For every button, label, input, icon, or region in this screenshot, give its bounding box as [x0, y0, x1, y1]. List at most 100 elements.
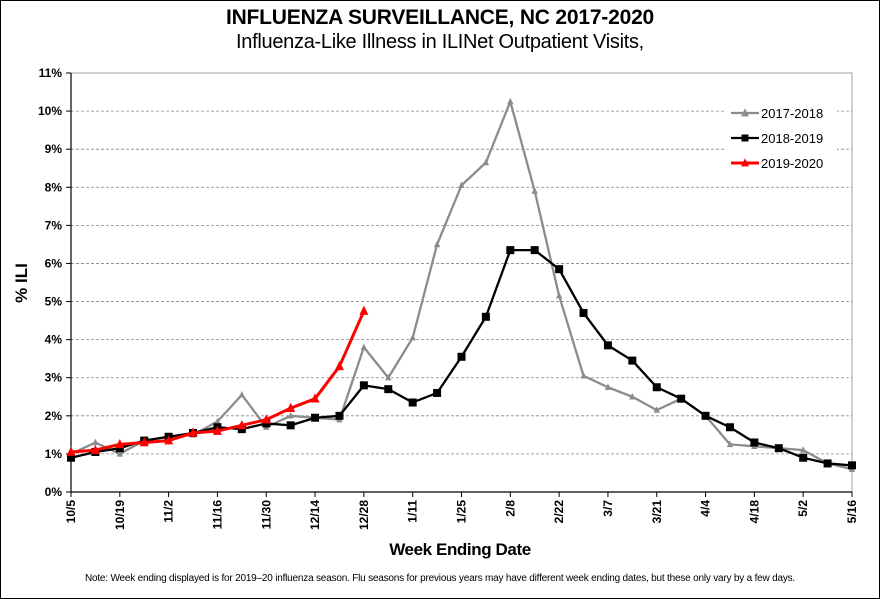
data-point-square: [481, 312, 490, 321]
data-point-triangle: [115, 438, 125, 449]
data-point-triangle: [580, 371, 587, 379]
x-tick-label: 5/16: [845, 500, 859, 524]
data-point-square: [677, 394, 686, 403]
legend-item: 2018-2019: [731, 131, 823, 146]
data-point-triangle: [458, 181, 465, 189]
data-point-triangle: [66, 446, 76, 456]
data-point-square: [67, 453, 75, 462]
data-point-square: [848, 461, 856, 470]
y-axis-label: % ILI: [12, 263, 31, 303]
data-point-square: [741, 134, 749, 142]
data-point-triangle: [726, 440, 734, 448]
data-point-triangle: [360, 343, 368, 350]
data-point-triangle: [287, 411, 294, 419]
x-tick-label: 4/18: [747, 500, 761, 524]
y-tick-label: 9%: [45, 142, 63, 156]
data-point-triangle: [482, 158, 490, 166]
data-point-triangle: [629, 392, 636, 400]
data-point-square: [262, 419, 271, 428]
x-tick-label: 4/4: [699, 500, 713, 517]
data-point-triangle: [139, 437, 149, 447]
y-tick-label: 0%: [45, 485, 63, 499]
data-point-square: [408, 398, 417, 407]
data-point-triangle: [214, 417, 221, 425]
chart-subtitle: Influenza-Like Illness in ILINet Outpati…: [236, 31, 644, 53]
data-point-triangle: [555, 291, 563, 299]
data-point-triangle: [116, 450, 124, 457]
x-tick-label: 3/7: [601, 500, 615, 517]
data-point-square: [628, 356, 637, 365]
x-tick-label: 10/5: [64, 500, 78, 524]
data-point-square: [579, 308, 588, 317]
x-tick-label: 2/8: [503, 500, 517, 517]
data-point-triangle: [92, 438, 99, 446]
y-tick-label: 3%: [45, 371, 63, 385]
data-point-triangle: [653, 406, 660, 413]
y-tick-label: 1%: [45, 447, 63, 461]
y-tick-label: 5%: [45, 295, 63, 309]
x-tick-label: 11/30: [259, 500, 273, 530]
y-tick-label: 7%: [45, 218, 63, 232]
data-point-triangle: [741, 108, 749, 117]
data-point-square: [603, 341, 612, 350]
x-tick-label: 10/19: [113, 500, 127, 530]
data-point-triangle: [334, 360, 344, 371]
data-point-triangle: [90, 444, 100, 454]
x-tick-label: 11/2: [162, 500, 176, 523]
x-axis-label: Week Ending Date: [389, 540, 531, 559]
data-point-triangle: [164, 435, 174, 445]
data-point-square: [115, 444, 124, 453]
legend: 2017-2018 2018-2019 2019-2020: [725, 99, 837, 175]
data-point-square: [384, 385, 393, 394]
data-point-square: [335, 411, 344, 420]
data-point-square: [433, 388, 442, 397]
y-tick-label: 11%: [39, 66, 63, 80]
data-point-triangle: [238, 391, 246, 398]
gridlines: [71, 110, 852, 455]
chart-title: INFLUENZA SURVEILLANCE, NC 2017-2020: [225, 6, 655, 29]
data-point-triangle: [507, 97, 514, 105]
data-point-triangle: [409, 333, 416, 341]
data-point-triangle: [188, 427, 198, 437]
data-point-square: [555, 265, 564, 274]
legend-label: 2017-2018: [761, 106, 823, 121]
x-tick-label: 11/16: [210, 500, 224, 530]
data-point-triangle: [604, 383, 612, 390]
data-point-triangle: [433, 240, 441, 248]
y-tick-label: 4%: [45, 333, 63, 347]
data-point-square: [652, 383, 661, 392]
x-tick-label: 1/11: [406, 500, 420, 523]
data-point-square: [823, 459, 832, 468]
x-axis-ticks: 10/5 10/19 11/2 11/16 11/30 12/14 12/28 1/11 1/2…: [64, 492, 859, 530]
data-point-triangle: [799, 446, 807, 453]
y-tick-label: 2%: [45, 409, 63, 423]
data-point-square: [237, 425, 246, 434]
data-point-square: [286, 421, 295, 430]
legend-label: 2018-2019: [761, 131, 823, 146]
x-tick-label: 12/28: [357, 500, 371, 530]
data-point-square: [530, 246, 539, 255]
data-point-square: [506, 246, 515, 255]
x-tick-label: 12/14: [308, 500, 322, 530]
y-axis-ticks: 0% 1% 2% 3% 4% 5% 6% 7% 8% 9% 10% 11%: [38, 66, 71, 499]
legend-label: 2019-2020: [761, 156, 823, 171]
data-point-square: [359, 381, 368, 390]
legend-item: 2017-2018: [731, 106, 823, 121]
series-lines: [66, 97, 856, 472]
data-point-triangle: [212, 425, 222, 435]
data-point-triangle: [531, 187, 538, 194]
data-point-triangle: [359, 305, 369, 315]
y-tick-label: 10%: [38, 104, 62, 118]
data-point-square: [457, 352, 466, 361]
data-point-square: [311, 413, 320, 422]
data-point-triangle: [237, 419, 247, 430]
data-point-square: [774, 444, 783, 453]
data-point-triangle: [310, 393, 320, 403]
legend-item: 2019-2020: [731, 156, 823, 171]
data-point-square: [701, 411, 710, 420]
y-tick-label: 6%: [45, 256, 63, 270]
x-tick-label: 5/2: [796, 500, 810, 517]
data-point-triangle: [385, 373, 392, 381]
x-tick-label: 3/21: [650, 500, 664, 524]
